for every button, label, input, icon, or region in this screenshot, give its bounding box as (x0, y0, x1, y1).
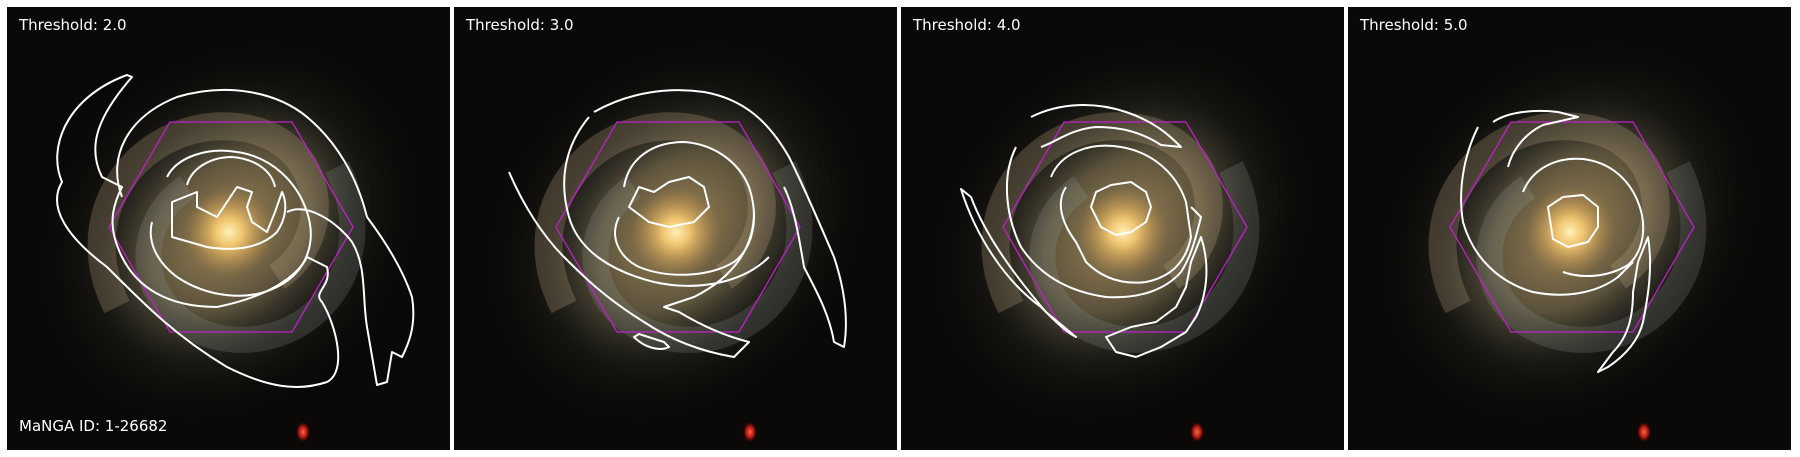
threshold-contours (960, 104, 1208, 358)
foreground-star (1190, 422, 1204, 442)
threshold-label: Threshold: 4.0 (913, 16, 1021, 34)
galaxy-panel-threshold-4: Threshold: 4.0 (901, 7, 1344, 450)
ifu-hexagon (108, 121, 354, 333)
panel-strip: Threshold: 2.0 MaNGA ID: 1-26682 Thresho… (7, 7, 1793, 450)
galaxy-panel-threshold-2: Threshold: 2.0 MaNGA ID: 1-26682 (7, 7, 450, 450)
galaxy-panel-threshold-5: Threshold: 5.0 (1348, 7, 1791, 450)
threshold-label: Threshold: 3.0 (466, 16, 574, 34)
threshold-label: Threshold: 2.0 (19, 16, 127, 34)
foreground-star (1637, 422, 1651, 442)
galaxy-image (479, 35, 873, 442)
ifu-hexagon (1449, 121, 1695, 333)
threshold-contours (508, 89, 847, 358)
threshold-contours (56, 74, 415, 388)
threshold-label: Threshold: 5.0 (1360, 16, 1468, 34)
manga-id-label: MaNGA ID: 1-26682 (19, 417, 168, 435)
foreground-star (296, 422, 310, 442)
galaxy-panel-threshold-3: Threshold: 3.0 (454, 7, 897, 450)
galaxy-image (32, 35, 426, 442)
threshold-contours (1460, 109, 1652, 373)
galaxy-image (1373, 35, 1767, 442)
galaxy-image (926, 35, 1320, 442)
foreground-star (743, 422, 757, 442)
ifu-hexagon (555, 121, 801, 333)
